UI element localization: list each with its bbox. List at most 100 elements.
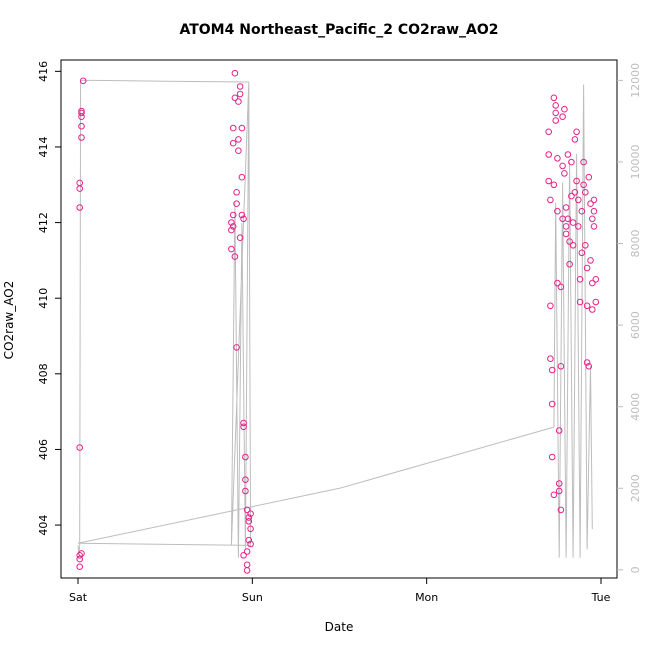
data-point	[573, 128, 580, 136]
data-point	[545, 128, 553, 136]
data-point	[228, 245, 235, 253]
data-point	[247, 525, 254, 533]
data-point	[78, 134, 85, 141]
data-point	[564, 215, 572, 223]
data-point	[240, 419, 247, 427]
data-point	[76, 555, 83, 563]
data-point	[568, 192, 575, 200]
data-point	[575, 196, 582, 204]
data-point	[575, 223, 582, 230]
data-point	[243, 548, 251, 555]
data-point	[573, 177, 580, 185]
y-tick-label: 406	[37, 439, 50, 460]
data-point	[235, 136, 242, 143]
data-point	[76, 179, 83, 187]
data-point	[550, 94, 558, 102]
data-point	[585, 173, 593, 181]
y2-tick-label: 6000	[629, 311, 642, 339]
data-point	[547, 196, 554, 204]
data-point	[247, 510, 254, 518]
data-point	[571, 136, 579, 143]
data-point	[240, 215, 247, 223]
data-point	[583, 264, 591, 272]
data-point	[240, 423, 247, 431]
data-point	[590, 196, 598, 204]
data-point	[590, 207, 598, 215]
data-point	[245, 514, 253, 521]
data-point	[235, 147, 242, 154]
data-point	[589, 306, 596, 313]
data-point	[76, 552, 83, 559]
data-point	[76, 444, 83, 451]
data-point	[231, 253, 239, 260]
data-point	[578, 207, 586, 215]
data-point	[235, 98, 242, 105]
data-point	[233, 344, 240, 351]
data-point	[548, 453, 556, 461]
data-point	[245, 536, 253, 544]
x-tick-label: Sun	[242, 591, 263, 604]
data-point	[555, 480, 563, 487]
y-tick-label: 412	[37, 212, 50, 233]
y2-tick-label: 4000	[629, 393, 642, 421]
data-point	[552, 102, 560, 109]
x-tick-label: Sat	[69, 591, 88, 604]
data-point	[568, 158, 575, 166]
data-point	[562, 223, 570, 230]
data-point	[592, 298, 600, 306]
data-point	[582, 189, 589, 196]
data-point	[78, 122, 85, 130]
data-point	[229, 223, 237, 230]
data-point	[555, 487, 563, 495]
y-tick-label: 410	[37, 288, 50, 309]
data-point	[545, 151, 553, 158]
data-point	[76, 185, 83, 192]
data-point	[580, 181, 587, 189]
y2-tick-label: 2000	[629, 474, 642, 502]
data-point	[585, 363, 593, 370]
y-tick-label: 404	[37, 515, 50, 536]
data-point	[569, 242, 577, 249]
data-point	[566, 260, 573, 268]
data-point	[233, 200, 240, 207]
data-point	[580, 158, 587, 166]
data-point	[76, 204, 83, 211]
secondary-series-line	[77, 79, 593, 558]
y-tick-label: 416	[37, 61, 50, 82]
data-point	[236, 234, 244, 241]
data-point	[566, 238, 573, 245]
data-point	[242, 487, 249, 495]
data-point	[583, 302, 591, 310]
data-point	[548, 366, 556, 374]
data-point	[592, 276, 600, 283]
data-point	[578, 249, 586, 257]
data-point	[238, 124, 246, 132]
x-tick-label: Mon	[415, 591, 438, 604]
y-axis-label: CO2raw_AO2	[2, 281, 16, 360]
data-point	[245, 518, 253, 525]
data-point	[76, 563, 83, 571]
data-point	[576, 276, 584, 283]
data-point	[79, 77, 87, 85]
data-point	[243, 567, 251, 574]
y2-tick-label: 12000	[629, 63, 642, 98]
data-point	[228, 226, 235, 234]
data-point	[582, 242, 589, 249]
data-point	[231, 94, 239, 102]
data-point	[561, 105, 568, 113]
data-point	[236, 90, 244, 98]
data-point	[231, 69, 239, 77]
x-tick-label: Tue	[591, 591, 611, 604]
data-point	[547, 302, 554, 310]
data-point	[545, 177, 553, 185]
data-point	[242, 453, 249, 461]
data-point	[238, 173, 246, 181]
data-point	[243, 506, 251, 514]
y-tick-label: 414	[37, 136, 50, 157]
y2-tick-label: 8000	[629, 230, 642, 258]
data-point	[557, 363, 565, 370]
chart-title: ATOM4 Northeast_Pacific_2 CO2raw_AO2	[179, 22, 498, 38]
data-point	[562, 230, 570, 238]
data-point	[229, 124, 237, 132]
